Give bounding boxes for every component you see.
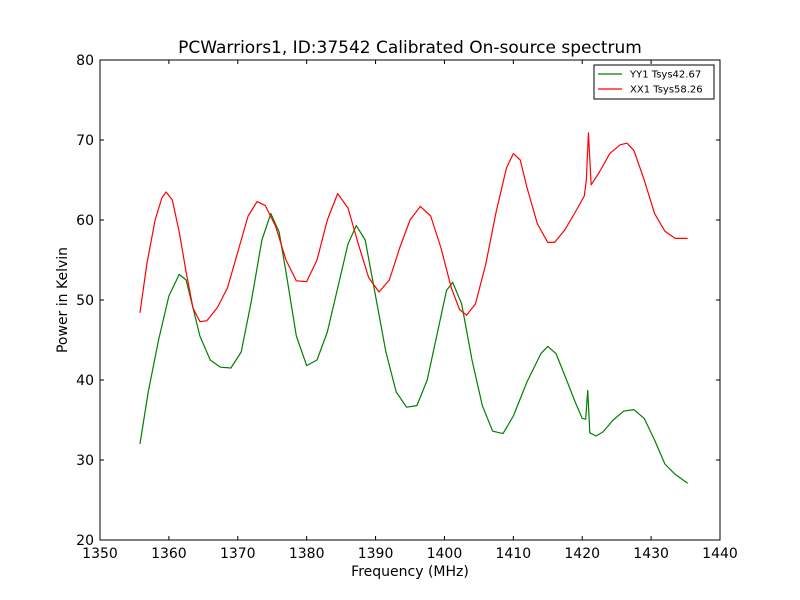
x-tick-label: 1420 [564, 546, 600, 562]
x-tick-label: 1380 [289, 546, 325, 562]
x-tick-label: 1370 [220, 546, 256, 562]
legend-label-yy1: YY1 Tsys42.67 [629, 70, 701, 81]
y-axis-label: Power in Kelvin [55, 247, 71, 353]
legend-box [593, 64, 715, 100]
ticks-layer: 1350 1360 1370 1380 1390 1400 1410 1420 1430 1440… [76, 53, 738, 562]
y-tick-label: 50 [76, 293, 94, 309]
y-tick-label: 30 [76, 453, 94, 469]
legend: YY1 Tsys42.67 XX1 Tsys58.26 [593, 64, 715, 100]
x-axis-label: Frequency (MHz) [351, 564, 469, 580]
y-tick-label: 70 [76, 133, 94, 149]
legend-label-xx1: XX1 Tsys58.26 [630, 85, 703, 96]
plot-area [99, 59, 721, 541]
y-tick-label: 80 [76, 53, 94, 69]
y-tick-label: 40 [76, 373, 94, 389]
x-tick-label: 1430 [633, 546, 669, 562]
series-line-yy1 [139, 213, 688, 484]
y-tick-label: 20 [76, 533, 94, 549]
x-tick-label: 1350 [82, 546, 118, 562]
x-tick-label: 1390 [358, 546, 394, 562]
chart-title: PCWarriors1, ID:37542 Calibrated On-sour… [178, 38, 642, 58]
series-line-xx1 [139, 132, 688, 323]
x-tick-label: 1440 [702, 546, 738, 562]
y-tick-label: 60 [76, 213, 94, 229]
x-tick-label: 1360 [151, 546, 187, 562]
series-layer [139, 132, 688, 484]
x-tick-label: 1400 [427, 546, 463, 562]
x-tick-label: 1410 [496, 546, 532, 562]
